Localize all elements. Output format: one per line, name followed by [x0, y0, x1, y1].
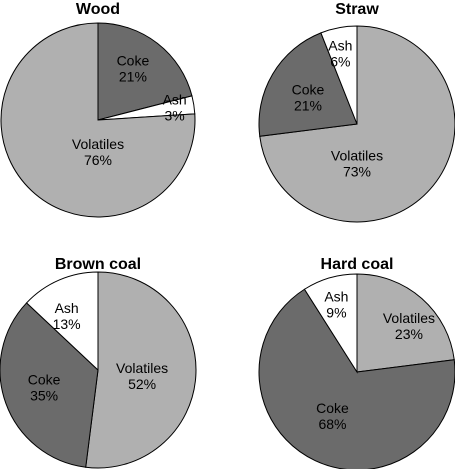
pie-slice-coke [97, 22, 193, 121]
slice-label: Ash [163, 91, 187, 107]
slice-label: Ash [328, 38, 352, 54]
slice-label: Volatiles [331, 147, 383, 163]
slice-label: Coke [117, 53, 150, 69]
pie-title: Brown coal [55, 256, 141, 273]
slice-value-label: 13% [53, 316, 81, 332]
pie-title: Straw [335, 1, 379, 18]
pie-slice-coke [258, 32, 358, 137]
slice-label: Volatiles [116, 360, 168, 376]
pie-title: Wood [76, 1, 120, 18]
pie-slice-ash [25, 271, 99, 372]
slice-value-label: 23% [395, 326, 423, 342]
slice-label: Ash [324, 288, 348, 304]
slice-value-label: 68% [318, 416, 346, 432]
slice-value-label: 21% [294, 98, 322, 114]
slice-value-label: 9% [326, 304, 346, 320]
pie-slice-volatiles [356, 273, 455, 373]
slice-value-label: 21% [119, 69, 147, 85]
slice-label: Coke [316, 400, 349, 416]
slice-label: Coke [28, 372, 61, 388]
slice-value-label: 35% [30, 388, 58, 404]
slice-label: Volatiles [72, 136, 124, 152]
pie-slice-coke [258, 288, 455, 469]
pie-slice-ash [303, 273, 358, 374]
slice-value-label: 6% [330, 54, 350, 70]
pie-slice-volatiles [0, 22, 196, 218]
slice-value-label: 73% [343, 163, 371, 179]
slice-value-label: 52% [128, 376, 156, 392]
pie-slice-volatiles [85, 271, 197, 469]
pie-title: Hard coal [321, 256, 394, 273]
pie-slice-coke [0, 302, 99, 468]
slice-value-label: 76% [84, 152, 112, 168]
slice-label: Ash [55, 300, 79, 316]
slice-label: Coke [292, 82, 325, 98]
pie-slice-ash [320, 25, 358, 125]
slice-value-label: 3% [165, 107, 185, 123]
slice-label: Volatiles [383, 310, 435, 326]
